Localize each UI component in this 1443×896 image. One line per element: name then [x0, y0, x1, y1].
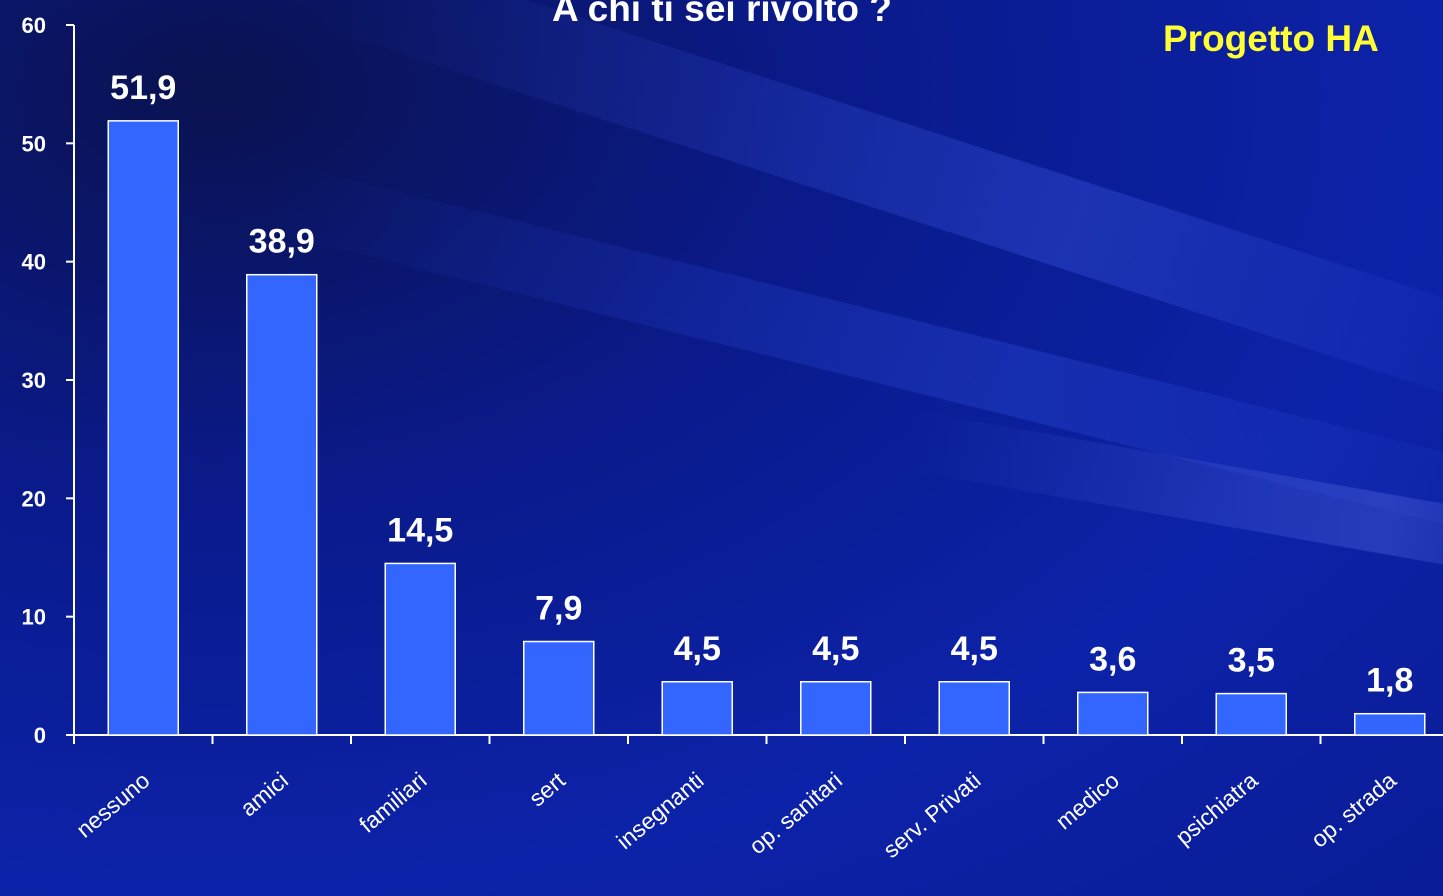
bar	[800, 681, 872, 736]
category-label: insegnanti	[611, 767, 708, 854]
data-label: 51,9	[110, 69, 176, 107]
y-tick-label: 10	[22, 605, 46, 630]
bars	[107, 120, 1426, 736]
y-axis: 0 10 20 30 40 50 60	[22, 13, 75, 748]
bar	[246, 273, 318, 736]
bar	[1354, 712, 1426, 736]
category-labels: nessuno amici familiari sert insegnanti op. s…	[71, 767, 1401, 863]
data-label: 4,5	[674, 630, 721, 668]
data-label: 3,5	[1228, 642, 1275, 680]
y-tick-label: 50	[22, 131, 46, 156]
data-label: 3,6	[1089, 640, 1136, 678]
y-tick-label: 20	[22, 486, 46, 511]
data-label: 14,5	[387, 511, 453, 549]
x-axis	[73, 734, 1443, 744]
category-label: psichiatra	[1170, 767, 1262, 850]
category-label: amici	[235, 767, 293, 821]
bar	[1215, 692, 1287, 736]
category-label: familiari	[354, 767, 431, 838]
data-label: 38,9	[249, 223, 315, 261]
category-label: serv. Privati	[878, 767, 985, 863]
data-label: 4,5	[812, 630, 859, 668]
y-tick-label: 30	[22, 368, 46, 393]
bar	[523, 640, 595, 736]
data-label: 1,8	[1366, 662, 1413, 700]
category-label: nessuno	[71, 767, 154, 843]
data-label: 4,5	[951, 630, 998, 668]
data-label: 7,9	[535, 590, 582, 628]
bar	[661, 681, 733, 736]
y-tick-label: 60	[22, 13, 46, 38]
category-label: medico	[1050, 767, 1124, 835]
chart-title: A chi ti sei rivolto ?	[552, 0, 892, 29]
y-tick-label: 40	[22, 250, 46, 275]
bar	[938, 681, 1010, 736]
y-tick-label: 0	[34, 723, 46, 748]
bar	[1077, 691, 1149, 736]
bar	[384, 562, 456, 736]
project-label: Progetto HA	[1163, 18, 1379, 59]
category-label: op. sanitari	[744, 767, 847, 859]
category-label: op. strada	[1306, 767, 1401, 853]
bar	[107, 120, 179, 736]
category-label: sert	[524, 767, 571, 812]
data-labels: 51,9 38,9 14,5 7,9 4,5 4,5 4,5 3,6 3,5 1,8	[110, 69, 1413, 700]
